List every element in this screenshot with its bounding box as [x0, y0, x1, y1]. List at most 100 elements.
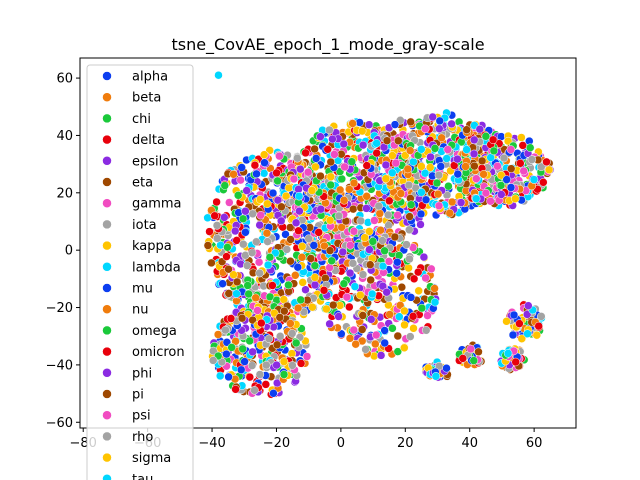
scatter-point [325, 125, 334, 135]
scatter-point [496, 181, 506, 190]
scatter-point [294, 226, 303, 236]
scatter-point [327, 256, 336, 266]
legend-marker [102, 452, 112, 463]
scatter-point [325, 216, 335, 225]
scatter-point [488, 135, 498, 145]
scatter-point [365, 245, 374, 254]
scatter-point [385, 196, 394, 206]
legend-marker [102, 325, 112, 336]
scatter-point [423, 311, 432, 320]
scatter-point [291, 338, 301, 348]
scatter-point [523, 329, 532, 338]
scatter-point [303, 167, 313, 177]
scatter-point [360, 233, 370, 242]
scatter-point [493, 161, 502, 171]
scatter-point [242, 186, 251, 195]
scatter-point [349, 178, 359, 188]
scatter-point [542, 157, 551, 167]
scatter-point [279, 357, 289, 366]
scatter-point [474, 347, 483, 357]
legend-label: rho [132, 430, 153, 445]
scatter-point [388, 151, 397, 160]
scatter-point [287, 349, 297, 358]
scatter-point [357, 126, 367, 136]
scatter-point [224, 289, 234, 298]
scatter-point [254, 257, 264, 267]
scatter-point [388, 168, 397, 178]
scatter-point [409, 274, 419, 284]
scatter-point [393, 331, 403, 341]
scatter-point [374, 201, 384, 211]
scatter-point [462, 125, 471, 134]
scatter-point [213, 330, 223, 339]
scatter-point [328, 134, 337, 144]
scatter-point [236, 175, 245, 185]
scatter-point [425, 163, 435, 172]
scatter-point [232, 236, 241, 245]
legend-label: psi [132, 409, 151, 424]
scatter-point [362, 161, 372, 170]
scatter-point [215, 371, 225, 381]
scatter-point [284, 183, 294, 193]
scatter-point [511, 357, 520, 367]
scatter-point [255, 268, 264, 278]
y-tick-label: 0 [65, 244, 73, 259]
scatter-point [259, 150, 269, 159]
scatter-point [263, 199, 272, 209]
x-tick-label: 20 [397, 436, 414, 451]
scatter-point [345, 185, 354, 194]
legend-label: chi [132, 112, 151, 127]
scatter-point [264, 334, 274, 344]
scatter-point [372, 139, 381, 148]
scatter-point [210, 211, 219, 221]
scatter-point [296, 295, 305, 305]
scatter-point [471, 194, 481, 203]
scatter-point [376, 225, 385, 235]
scatter-point [339, 196, 349, 205]
legend-label: eta [132, 176, 153, 191]
scatter-point [466, 344, 475, 354]
scatter-point [365, 260, 375, 269]
scatter-point [323, 145, 332, 154]
scatter-point [221, 325, 230, 335]
legend-box [86, 64, 194, 480]
scatter-point [272, 378, 282, 388]
scatter-point [291, 218, 301, 228]
scatter-point [345, 268, 355, 278]
scatter-point [223, 243, 232, 252]
scatter-point [426, 152, 435, 162]
legend-label: epsilon [132, 154, 178, 169]
scatter-point [511, 194, 520, 203]
scatter-point [477, 156, 487, 166]
scatter-point [339, 279, 349, 288]
legend-label: omega [132, 324, 177, 339]
scatter-point [367, 289, 377, 299]
scatter-point [346, 241, 355, 250]
scatter-point [263, 237, 272, 246]
scatter-point [275, 313, 285, 322]
legend-marker [102, 71, 112, 81]
scatter-point [263, 260, 273, 270]
scatter-point [376, 351, 386, 360]
scatter-point [453, 154, 462, 164]
scatter-point [281, 230, 290, 239]
scatter-point [259, 169, 269, 178]
scatter-point [297, 242, 307, 251]
scatter-point [255, 370, 265, 379]
scatter-point [421, 195, 431, 205]
scatter-point [272, 168, 281, 178]
scatter-point [393, 210, 402, 220]
scatter-point [348, 259, 358, 268]
plot-area [203, 70, 555, 399]
scatter-point [212, 234, 222, 243]
scatter-point [284, 280, 293, 290]
scatter-point [461, 162, 470, 171]
scatter-point [405, 146, 415, 155]
scatter-point [348, 204, 358, 214]
scatter-point [255, 220, 264, 230]
scatter-point [232, 277, 242, 287]
scatter-point [419, 252, 429, 262]
scatter-point [404, 180, 414, 190]
scatter-point [334, 312, 343, 321]
scatter-point [226, 314, 236, 323]
